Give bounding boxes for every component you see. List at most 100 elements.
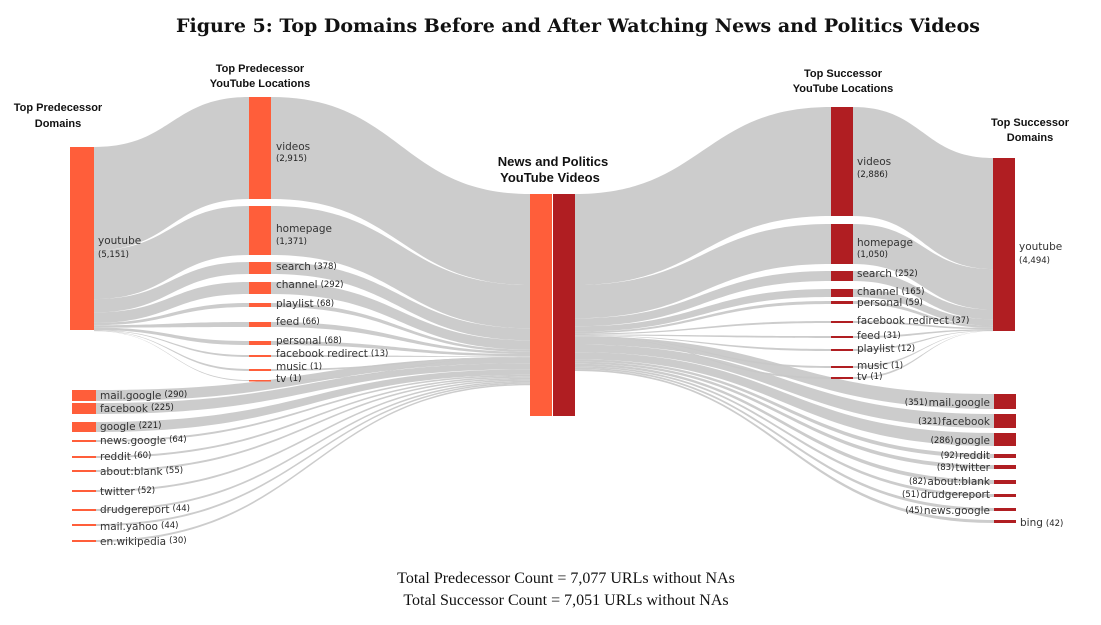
node-pred-location-channel — [249, 282, 271, 294]
flow-pred-facebook-center — [96, 363, 530, 414]
label-succ-location-videos: videos — [857, 156, 891, 168]
count-pred-location-personal: (68) — [324, 336, 341, 346]
label-pred-location-channel: channel — [276, 279, 318, 291]
node-succ-domain-news-google — [994, 508, 1016, 511]
flow-pred-news-google-center — [96, 374, 530, 442]
label-succ-domain-about-blank: about:blank — [927, 476, 991, 488]
count-pred-domain-drudgereport: (44) — [173, 504, 190, 514]
label-succ-location-homepage: homepage — [857, 237, 913, 249]
label-pred-location-homepage: homepage — [276, 223, 332, 235]
count-pred-location-videos: (2,915) — [276, 154, 307, 164]
header-succ-domains-line1: Top Successor — [991, 117, 1070, 129]
count-succ-location-channel: (165) — [902, 287, 925, 297]
sankey-labels: youtube (5,151) videos (2,915) homepage (1,37… — [98, 141, 1063, 548]
node-succ-location-music — [831, 366, 853, 368]
label-pred-location-search: search — [276, 261, 311, 273]
node-succ-domain-about-blank — [994, 480, 1016, 484]
count-succ-domain-drudgereport: (51) — [902, 490, 919, 500]
header-pred-locations-line1: Top Predecessor — [216, 63, 305, 75]
node-pred-domain-reddit — [72, 456, 96, 458]
count-succ-location-videos: (2,886) — [857, 170, 888, 180]
flow-succ-feed-youtube — [853, 329, 993, 338]
label-succ-domain-facebook: facebook — [942, 416, 991, 428]
node-succ-location-feed — [831, 336, 853, 338]
node-succ-domain-facebook — [994, 414, 1016, 428]
node-pred-domain-about-blank — [72, 470, 96, 472]
flow-pred-en-wikipedia-center — [96, 383, 530, 542]
label-pred-location-personal: personal — [276, 335, 321, 347]
label-pred-domain-news-google: news.google — [100, 435, 166, 447]
flow-center-reddit — [575, 359, 994, 458]
flow-pred-channel-center — [271, 282, 530, 350]
label-succ-domain-reddit: reddit — [959, 450, 990, 462]
label-succ-location-personal: personal — [857, 297, 902, 309]
node-pred-location-tv — [249, 380, 271, 382]
count-pred-location-facebook-redirect: (13) — [371, 349, 388, 359]
count-succ-domain-bing: (42) — [1046, 519, 1063, 529]
label-succ-domain-drudgereport: drudgereport — [921, 489, 991, 501]
node-pred-location-music — [249, 369, 271, 371]
flow-pred-youtube-personal — [94, 327, 249, 345]
flow-center-succ-feed — [575, 334, 831, 338]
count-pred-domain-mail-yahoo: (44) — [161, 521, 178, 531]
flow-pred-youtube-music — [94, 330, 249, 371]
flow-pred-search-center — [271, 262, 530, 341]
flow-pred-playlist-center — [271, 303, 530, 352]
label-succ-youtube: youtube — [1019, 241, 1062, 253]
label-succ-location-tv: tv — [857, 371, 867, 383]
flow-center-google — [575, 352, 994, 446]
count-pred-domain-twitter: (52) — [138, 486, 155, 496]
flow-pred-youtube-homepage — [94, 206, 249, 300]
node-pred-location-videos — [249, 97, 271, 199]
node-succ-location-personal — [831, 301, 853, 304]
flow-pred-videos-center — [271, 97, 530, 286]
count-succ-youtube: (4,494) — [1019, 256, 1050, 266]
flow-center-succ-playlist — [575, 335, 831, 351]
count-pred-location-search: (378) — [314, 262, 337, 272]
node-succ-domain-drudgereport — [994, 494, 1016, 497]
count-succ-location-homepage: (1,050) — [857, 250, 888, 260]
node-succ-domain-mail-google — [994, 394, 1016, 409]
count-pred-youtube: (5,151) — [98, 250, 129, 260]
label-pred-location-facebook-redirect: facebook redirect — [276, 348, 368, 360]
node-pred-domain-twitter — [72, 490, 96, 492]
label-pred-youtube: youtube — [98, 235, 141, 247]
node-succ-youtube — [993, 158, 1015, 331]
header-center-line2: YouTube Videos — [500, 170, 600, 185]
flow-succ-videos-youtube — [853, 107, 993, 270]
sankey-flows — [94, 97, 994, 542]
label-succ-location-music: music — [857, 360, 888, 372]
count-succ-location-search: (252) — [895, 269, 918, 279]
flow-pred-mail-yahoo-center — [96, 382, 530, 526]
label-pred-domain-facebook: facebook — [100, 403, 149, 415]
label-succ-location-facebook-redirect: facebook redirect — [857, 315, 949, 327]
count-pred-domain-news-google: (64) — [169, 435, 186, 445]
header-succ-domains-line2: Domains — [1007, 132, 1053, 144]
flow-center-succ-facebook-redirect — [575, 321, 831, 335]
flow-pred-drudgereport-center — [96, 380, 530, 511]
count-pred-location-feed: (66) — [302, 317, 319, 327]
flow-center-succ-search — [575, 271, 831, 327]
count-pred-location-playlist: (68) — [317, 299, 334, 309]
flow-pred-youtube-tv — [94, 330, 249, 381]
count-succ-domain-mail-google: (351) — [905, 398, 928, 408]
count-pred-location-homepage: (1,371) — [276, 237, 307, 247]
label-succ-domain-news-google: news.google — [924, 505, 990, 517]
count-succ-domain-about-blank: (82) — [909, 477, 926, 487]
flow-pred-mail-google-center — [96, 357, 530, 401]
label-pred-location-music: music — [276, 361, 307, 373]
node-center-successor — [553, 194, 575, 416]
flow-succ-tv-youtube — [853, 331, 993, 379]
header-center-line1: News and Politics — [498, 154, 609, 169]
count-succ-location-music: (1) — [891, 361, 903, 371]
label-pred-location-playlist: playlist — [276, 298, 314, 310]
flow-center-succ-channel — [575, 289, 831, 332]
node-pred-location-playlist — [249, 303, 271, 307]
count-pred-location-music: (1) — [310, 362, 322, 372]
node-pred-domain-drudgereport — [72, 509, 96, 511]
label-pred-domain-drudgereport: drudgereport — [100, 504, 170, 516]
label-succ-domain-twitter: twitter — [955, 462, 990, 474]
flow-pred-reddit-center — [96, 376, 530, 458]
header-pred-domains-line2: Domains — [35, 118, 81, 130]
flow-succ-search-youtube — [853, 271, 993, 320]
